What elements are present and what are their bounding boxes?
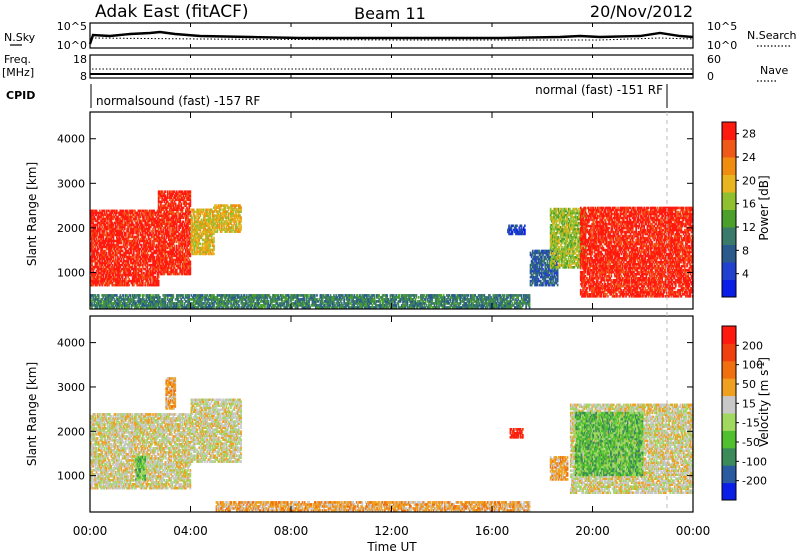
heatmap-cell bbox=[128, 284, 130, 287]
heatmap-cell bbox=[386, 294, 388, 297]
cpid-mode-2: normal (fast) -151 RF bbox=[535, 83, 663, 97]
heatmap-cell bbox=[173, 294, 175, 297]
nsearch-tick-bottom: 10^0 bbox=[707, 39, 737, 52]
heatmap-cell bbox=[213, 253, 215, 256]
heatmap-cell bbox=[176, 245, 178, 248]
heatmap-cell bbox=[200, 243, 202, 246]
freq-tick-top: 18 bbox=[73, 53, 87, 66]
heatmap-cell bbox=[203, 209, 205, 212]
heatmap-cell bbox=[143, 294, 145, 297]
heatmap-cell bbox=[240, 216, 242, 219]
heatmap-cell bbox=[316, 294, 318, 297]
heatmap-cell bbox=[182, 300, 184, 303]
heatmap-cell bbox=[183, 294, 185, 297]
heatmap-cell bbox=[240, 206, 242, 209]
heatmap-cell bbox=[116, 294, 118, 297]
freq-unit-label: [MHz] bbox=[2, 66, 34, 79]
nsearch-tick-top: 10^5 bbox=[707, 20, 737, 33]
heatmap-cell bbox=[374, 294, 376, 297]
freq-label: Freq. bbox=[4, 53, 31, 66]
cpid-label: CPID bbox=[6, 89, 35, 102]
nave-tick-bottom: 0 bbox=[707, 70, 714, 83]
heatmap-cell bbox=[153, 256, 155, 259]
heatmap-cell bbox=[213, 233, 215, 236]
heatmap-cell bbox=[130, 294, 132, 297]
heatmap-cell bbox=[106, 252, 108, 255]
heatmap-cell bbox=[190, 261, 192, 264]
heatmap-cell bbox=[213, 237, 215, 240]
heatmap-cell bbox=[238, 304, 240, 307]
freq-tick-bottom: 8 bbox=[80, 70, 87, 83]
title-station: Adak East (fitACF) bbox=[95, 2, 249, 22]
heatmap-cell bbox=[190, 190, 192, 193]
heatmap-cell bbox=[158, 280, 160, 283]
nsearch-label: N.Search bbox=[747, 29, 797, 42]
nave-label: Nave bbox=[760, 64, 788, 77]
heatmap-cell bbox=[314, 294, 316, 297]
title-date: 20/Nov/2012 bbox=[590, 2, 693, 21]
heatmap-cell bbox=[228, 306, 230, 309]
power-heatmap bbox=[90, 190, 694, 308]
heatmap-cell bbox=[141, 244, 143, 247]
heatmap-cell bbox=[159, 296, 161, 299]
heatmap-cell bbox=[399, 294, 401, 297]
heatmap-cell bbox=[307, 294, 309, 297]
title-beam: Beam 11 bbox=[354, 4, 426, 23]
heatmap-cell bbox=[140, 294, 142, 297]
cpid-mode-1: normalsound (fast) -157 RF bbox=[96, 94, 260, 108]
heatmap-cell bbox=[104, 210, 106, 213]
heatmap-cell bbox=[240, 224, 242, 227]
heatmap-cell bbox=[165, 190, 167, 193]
heatmap-cell bbox=[98, 294, 100, 297]
heatmap-cell bbox=[268, 300, 270, 303]
nsky-label: N.Sky bbox=[4, 31, 36, 44]
heatmap-cell bbox=[213, 245, 215, 248]
nsky-tick-bottom: 10^0 bbox=[57, 39, 87, 52]
heatmap-cell bbox=[123, 294, 125, 297]
heatmap-cell bbox=[174, 245, 176, 248]
nsky-tick-top: 10^5 bbox=[57, 20, 87, 33]
nave-tick-top: 60 bbox=[707, 53, 721, 66]
heatmap-cell bbox=[188, 294, 190, 297]
heatmap-cell bbox=[180, 203, 182, 206]
nsky-trace bbox=[90, 32, 693, 44]
